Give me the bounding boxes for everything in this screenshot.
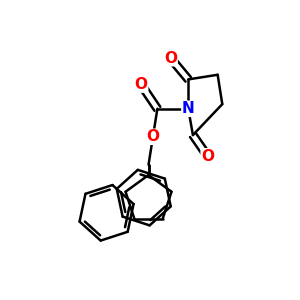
Text: O: O	[135, 77, 148, 92]
Text: O: O	[146, 129, 159, 144]
Text: O: O	[201, 149, 214, 164]
Text: N: N	[182, 101, 195, 116]
Text: O: O	[164, 51, 177, 66]
